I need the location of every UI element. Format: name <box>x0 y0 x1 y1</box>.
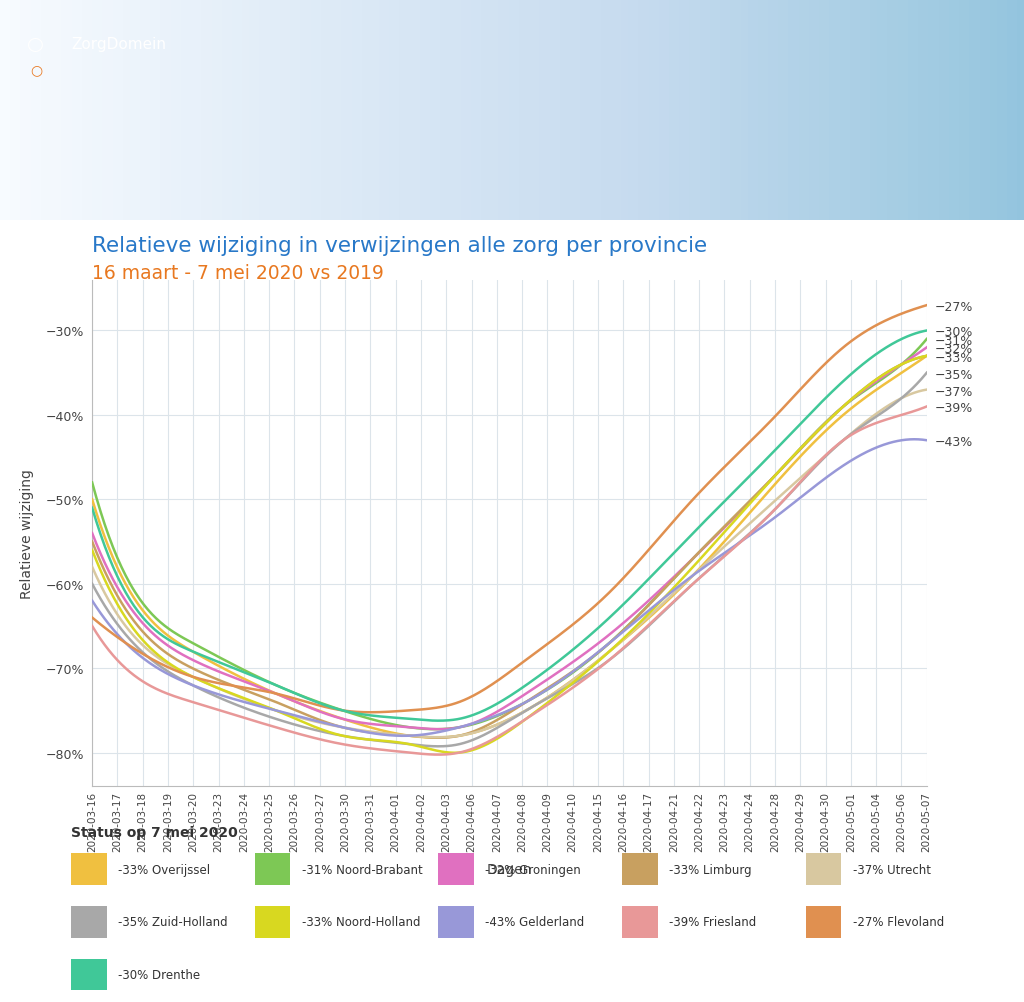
Text: -32% Groningen: -32% Groningen <box>485 863 582 876</box>
Bar <box>255 906 291 938</box>
X-axis label: Dagen: Dagen <box>486 862 532 876</box>
Text: -33% Overijssel: -33% Overijssel <box>118 863 210 876</box>
Text: ○: ○ <box>30 63 42 77</box>
Text: ○: ○ <box>28 35 44 53</box>
Text: Status op 7 mei 2020: Status op 7 mei 2020 <box>71 826 238 840</box>
Bar <box>71 959 106 990</box>
Text: -35% Zuid-Holland: -35% Zuid-Holland <box>118 916 227 928</box>
Bar <box>71 906 106 938</box>
Bar <box>71 854 106 885</box>
Bar <box>255 854 291 885</box>
Text: -33% Limburg: -33% Limburg <box>669 863 752 876</box>
Text: -43% Gelderland: -43% Gelderland <box>485 916 585 928</box>
Text: ZorgDomein: ZorgDomein <box>72 37 167 51</box>
Text: -27% Flevoland: -27% Flevoland <box>853 916 944 928</box>
Text: -33% Noord-Holland: -33% Noord-Holland <box>302 916 420 928</box>
Bar <box>622 906 657 938</box>
Bar <box>622 854 657 885</box>
Text: -39% Friesland: -39% Friesland <box>669 916 757 928</box>
Text: -30% Drenthe: -30% Drenthe <box>118 968 200 981</box>
Bar <box>438 906 474 938</box>
Y-axis label: Relatieve wijziging: Relatieve wijziging <box>20 469 34 598</box>
Text: -31% Noord-Brabant: -31% Noord-Brabant <box>302 863 423 876</box>
Text: Relatieve wijziging in verwijzingen alle zorg per provincie: Relatieve wijziging in verwijzingen alle… <box>92 235 708 256</box>
Bar <box>806 906 842 938</box>
Bar <box>806 854 842 885</box>
Text: -37% Utrecht: -37% Utrecht <box>853 863 931 876</box>
Bar <box>438 854 474 885</box>
Text: 16 maart - 7 mei 2020 vs 2019: 16 maart - 7 mei 2020 vs 2019 <box>92 265 384 283</box>
